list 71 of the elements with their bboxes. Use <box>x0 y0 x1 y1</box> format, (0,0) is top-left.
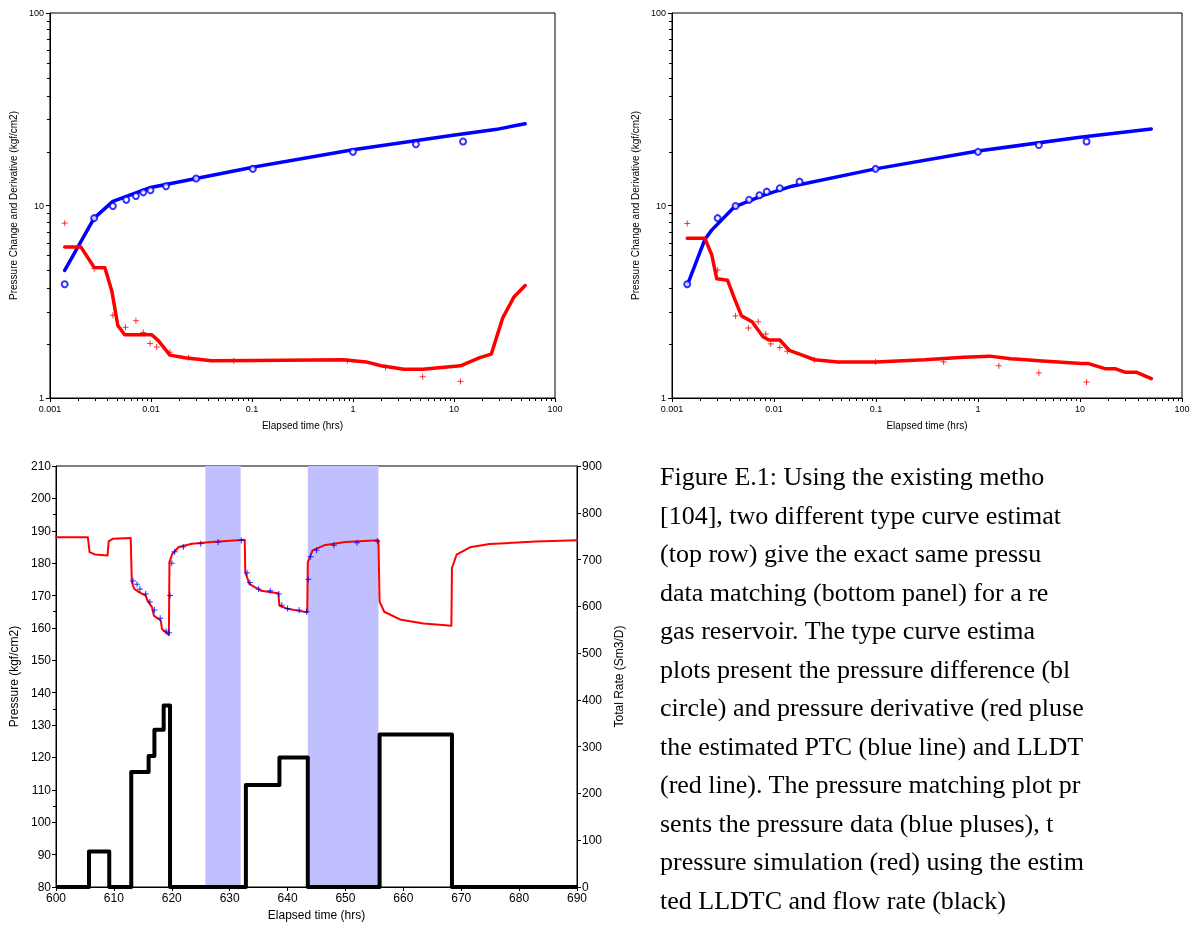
x-tick-label: 10 <box>448 403 459 414</box>
y-axis-title: Pressure (kgf/cm2) <box>7 625 21 728</box>
y-axis-title: Pressure Change and Derivative (kgf/cm2) <box>629 111 641 300</box>
y-tick-label: 210 <box>30 459 52 473</box>
y-tick-label: 190 <box>30 523 52 538</box>
x-axis-title: Elapsed time (hrs) <box>886 419 968 431</box>
text: sents the pressure data (blue pluses), t <box>660 807 1055 840</box>
text: plots present the pressure difference (bl <box>660 653 1072 686</box>
y-tick-label: 90 <box>37 847 52 862</box>
text: [104], two different type curve estimat <box>660 499 1062 532</box>
x-tick-label: 620 <box>161 891 183 905</box>
x-tick-label: 0.001 <box>660 403 684 414</box>
y-tick-label: 180 <box>30 556 52 571</box>
text: pressure simulation (red) using the estim <box>660 846 1085 878</box>
x-tick-label: 640 <box>277 891 298 905</box>
y-tick-label: 100 <box>28 8 44 18</box>
y2-tick-label: 300 <box>582 739 603 754</box>
text: the estimated PTC (blue line) and LLDT <box>660 730 1085 763</box>
text: gas reservoir. The type curve estima <box>660 615 1036 647</box>
x-tick-label: 0.1 <box>245 403 259 414</box>
x-tick-label: 670 <box>451 891 472 905</box>
y-tick-label: 1 <box>660 393 666 403</box>
y2-tick-label: 600 <box>582 599 603 614</box>
y2-tick-label: 900 <box>582 459 603 473</box>
y-tick-label: 120 <box>30 750 52 765</box>
x-tick-label: 0.001 <box>38 403 62 414</box>
y-tick-label: 170 <box>30 588 52 603</box>
y-tick-label: 140 <box>30 685 52 700</box>
y2-axis-title: Total Rate (Sm3/D) <box>611 625 626 728</box>
y-tick-label: 160 <box>30 620 52 635</box>
x-tick-label: 690 <box>566 891 588 905</box>
x-tick-label: 630 <box>219 891 240 905</box>
y2-tick-label: 700 <box>582 552 603 567</box>
x-tick-label: 650 <box>335 891 356 905</box>
y2-tick-label: 100 <box>582 833 603 848</box>
y-tick-label: 150 <box>30 653 52 668</box>
x-tick-label: 10 <box>1074 403 1086 414</box>
x-tick-label: 1 <box>350 403 356 414</box>
y-axis-title: Pressure Change and Derivative (kgf/cm2) <box>7 111 19 300</box>
x-tick-label: 0.01 <box>765 403 783 414</box>
y2-tick-label: 400 <box>582 692 603 707</box>
x-tick-label: 600 <box>45 891 67 905</box>
y-tick-label: 80 <box>37 880 52 894</box>
x-tick-label: 660 <box>393 891 414 905</box>
x-tick-label: 0.1 <box>869 403 883 414</box>
x-tick-label: 100 <box>547 403 563 414</box>
y-tick-label: 10 <box>33 200 44 211</box>
text: ted LLDTC and flow rate (black) <box>660 884 1007 917</box>
text: Figure E.1: Using the existing metho <box>660 461 1046 493</box>
text: circle) and pressure derivative (red pluse <box>660 692 1085 724</box>
x-axis-title: Elapsed time (hrs) <box>267 908 366 922</box>
y-tick-label: 200 <box>30 491 52 506</box>
x-tick-label: 0.01 <box>142 403 160 414</box>
x-tick-label: 610 <box>103 891 125 905</box>
y-tick-label: 100 <box>30 815 52 830</box>
text: (red line). The pressure matching plot pr <box>660 769 1082 801</box>
y-tick-label: 10 <box>655 200 666 211</box>
x-axis-title: Elapsed time (hrs) <box>261 419 344 431</box>
text: (top row) give the exact same pressu <box>660 538 1043 570</box>
y2-tick-label: 500 <box>582 646 603 661</box>
text: data matching (bottom panel) for a re <box>660 576 1050 609</box>
x-tick-label: 1 <box>975 403 981 414</box>
y-tick-label: 1 <box>38 393 44 403</box>
x-tick-label: 680 <box>509 891 530 905</box>
y2-tick-label: 0 <box>582 880 589 894</box>
y-tick-label: 130 <box>30 718 52 733</box>
y2-tick-label: 200 <box>582 786 603 801</box>
y2-tick-label: 800 <box>582 505 603 520</box>
y-tick-label: 100 <box>650 8 666 18</box>
y-tick-label: 110 <box>31 782 52 797</box>
x-tick-label: 100 <box>1174 403 1190 414</box>
